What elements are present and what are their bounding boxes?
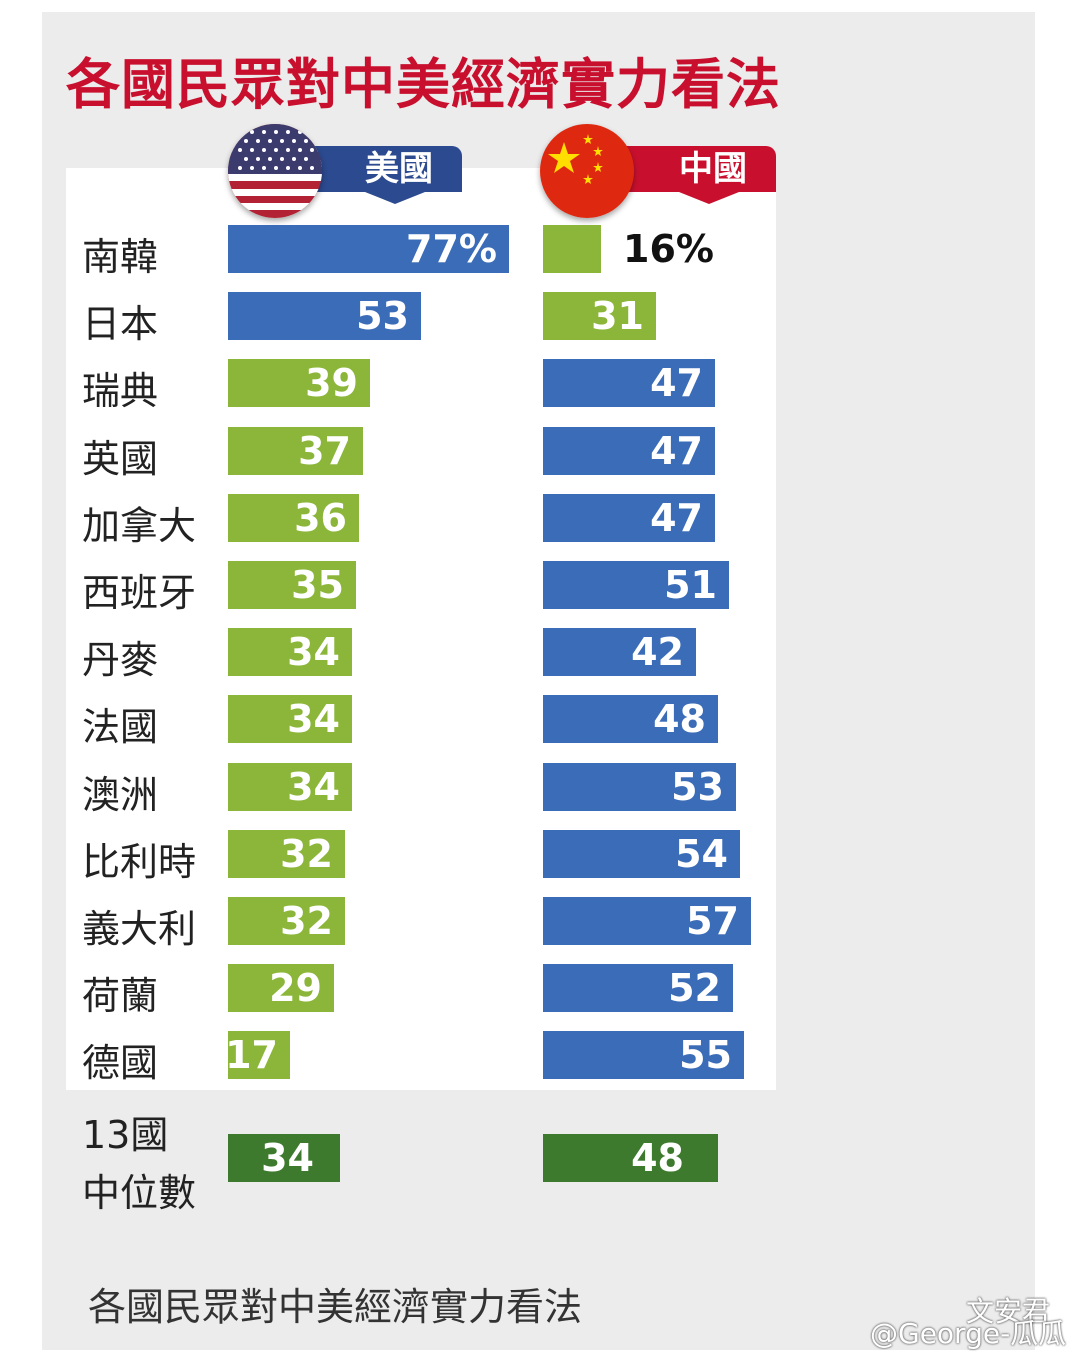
- country-label: 英國: [82, 437, 159, 481]
- us-bar: [228, 427, 363, 475]
- china-value: 16%: [623, 227, 714, 271]
- china-bar: [543, 225, 601, 273]
- us-bar: [228, 763, 352, 811]
- china-bar: [543, 964, 733, 1012]
- us-bar: [228, 964, 334, 1012]
- chart-title: 各國民眾對中美經濟實力看法: [66, 53, 781, 116]
- china-value: 47: [650, 429, 703, 473]
- country-label: 南韓: [82, 235, 159, 279]
- us-value: 39: [305, 361, 358, 405]
- china-value: 48: [653, 697, 706, 741]
- china-bar: [543, 897, 751, 945]
- us-bar: [228, 225, 509, 273]
- median-china-value: 48: [631, 1136, 684, 1180]
- china-bar: [543, 359, 715, 407]
- us-bar: [228, 561, 356, 609]
- us-bar: [228, 1031, 290, 1079]
- country-label: 瑞典: [82, 369, 159, 413]
- us-value: 32: [280, 899, 333, 943]
- china-bar: [543, 628, 696, 676]
- us-bar: [228, 292, 421, 340]
- us-value: 29: [269, 966, 322, 1010]
- us-value: 34: [287, 630, 340, 674]
- china-value: 52: [668, 966, 721, 1010]
- china-bar: [543, 427, 715, 475]
- median-label-line1: 13國: [82, 1113, 169, 1157]
- china-bar: [543, 292, 656, 340]
- china-value: 31: [591, 294, 644, 338]
- us-value: 53: [356, 294, 409, 338]
- us-value: 35: [291, 563, 344, 607]
- us-flag-icon: [228, 124, 322, 218]
- us-bar: [228, 628, 352, 676]
- country-label: 比利時: [82, 840, 197, 884]
- us-bar: [228, 897, 345, 945]
- country-label: 日本: [82, 302, 159, 346]
- country-label: 澳洲: [82, 773, 159, 817]
- china-bar: [543, 695, 718, 743]
- country-label: 德國: [82, 1041, 159, 1085]
- china-bar: [543, 561, 729, 609]
- median-china-bar: [543, 1134, 718, 1182]
- country-label: 荷蘭: [82, 974, 159, 1018]
- us-bar: [228, 695, 352, 743]
- china-bar: [543, 763, 736, 811]
- us-value: 36: [294, 496, 347, 540]
- country-label: 西班牙: [82, 571, 197, 615]
- us-value: 34: [287, 765, 340, 809]
- country-label: 丹麥: [82, 638, 159, 682]
- us-value: 77%: [406, 227, 497, 271]
- china-value: 55: [679, 1033, 732, 1077]
- country-label: 法國: [82, 705, 159, 749]
- china-flag-icon: [540, 124, 634, 218]
- china-value: 51: [664, 563, 717, 607]
- us-bar: [228, 494, 359, 542]
- china-value: 47: [650, 361, 703, 405]
- us-banner-label: 美國: [365, 149, 433, 189]
- china-value: 57: [686, 899, 739, 943]
- china-bar: [543, 1031, 744, 1079]
- country-label: 義大利: [82, 907, 197, 951]
- china-bar: [543, 830, 740, 878]
- us-bar: [228, 359, 370, 407]
- median-us-value: 34: [261, 1136, 314, 1180]
- china-value: 53: [671, 765, 724, 809]
- china-banner: 中國: [614, 146, 776, 192]
- us-bar: [228, 830, 345, 878]
- watermark-line1: 文安君: [966, 1295, 1051, 1328]
- country-label: 加拿大: [82, 504, 197, 548]
- us-value: 34: [287, 697, 340, 741]
- china-value: 42: [631, 630, 684, 674]
- us-value: 17: [225, 1033, 278, 1077]
- us-banner: 美國: [300, 146, 462, 192]
- us-value: 32: [280, 832, 333, 876]
- median-label-line2: 中位數: [82, 1171, 197, 1215]
- china-bar: [543, 494, 715, 542]
- china-value: 47: [650, 496, 703, 540]
- china-value: 54: [675, 832, 728, 876]
- china-banner-label: 中國: [679, 149, 747, 189]
- us-value: 37: [298, 429, 351, 473]
- caption: 各國民眾對中美經濟實力看法: [88, 1285, 583, 1329]
- watermark-line2: @George-瓜瓜: [870, 1317, 1067, 1350]
- median-us-bar: [228, 1134, 340, 1182]
